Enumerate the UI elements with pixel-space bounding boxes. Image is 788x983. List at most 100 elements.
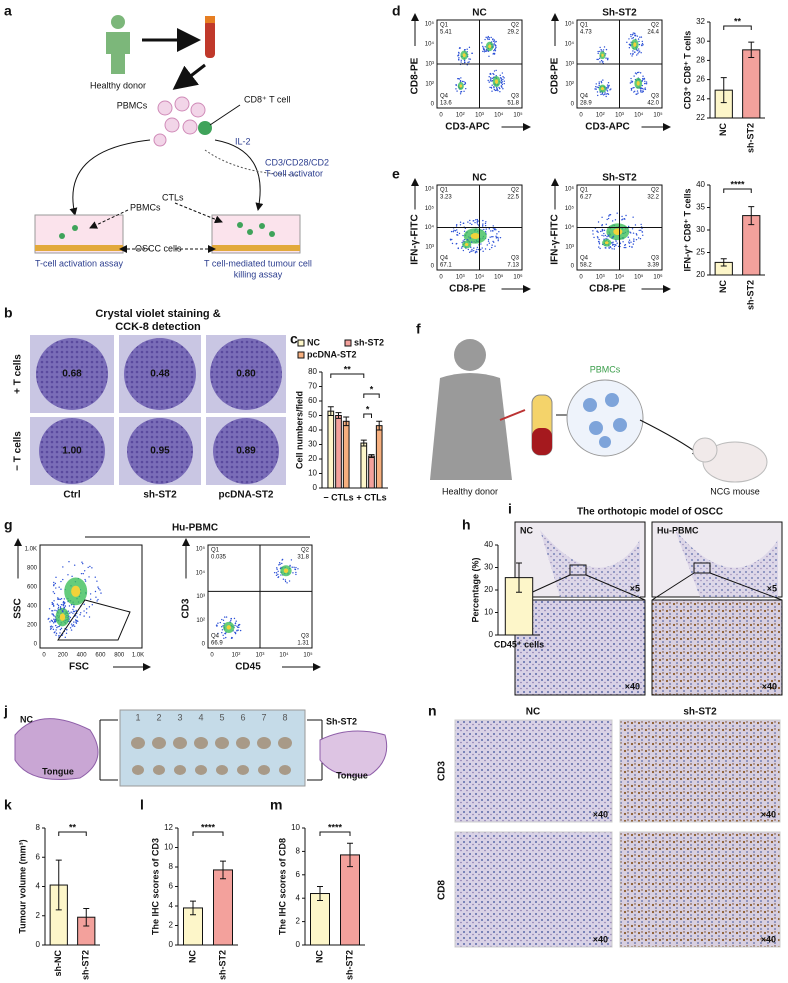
event-dot (89, 565, 91, 568)
density-peak (494, 79, 499, 84)
y-tick-label: 200 (27, 623, 38, 629)
y-tick-label: 0 (489, 630, 494, 639)
event-dot (68, 605, 71, 607)
error-bar (220, 860, 226, 880)
event-dot (600, 230, 602, 233)
event-dot (460, 77, 462, 79)
event-dot (73, 621, 75, 623)
event-dot (57, 606, 60, 609)
event-dot (602, 79, 604, 81)
event-dot (602, 49, 605, 51)
event-dot (288, 580, 291, 582)
event-dot (465, 87, 467, 90)
event-dot (73, 564, 76, 566)
x-tick-label: sh-ST2 (746, 280, 756, 310)
event-dot (491, 90, 493, 92)
event-dot (607, 87, 610, 89)
event-dot (463, 59, 466, 62)
event-dot (494, 45, 497, 47)
event-dot (632, 243, 634, 245)
event-dot (457, 54, 460, 57)
event-dot (75, 620, 78, 622)
event-dot (598, 82, 600, 85)
event-dot (62, 578, 64, 581)
x-axis-label: CD3-APC (585, 122, 629, 133)
y-tick-label: 400 (27, 604, 38, 610)
event-dot (63, 608, 65, 610)
quadrant-name: Q1 (580, 188, 589, 194)
event-dot (624, 244, 626, 247)
x-tick-label: 10² (232, 653, 241, 659)
event-dot (488, 242, 491, 244)
error-bar (335, 412, 342, 419)
event-dot (284, 579, 287, 581)
label: 3 (177, 712, 182, 722)
event-dot (72, 612, 74, 614)
event-dot (77, 620, 79, 623)
event-dot (606, 235, 608, 238)
event-dot (55, 624, 57, 627)
event-dot (631, 228, 634, 230)
x-tick-label: 10³ (456, 275, 465, 281)
event-dot (483, 51, 486, 53)
y-tick-label: 10³ (425, 62, 434, 68)
x-tick-label: 1.0K (132, 653, 144, 659)
event-dot (53, 581, 55, 584)
event-dot (624, 218, 626, 220)
event-dot (628, 47, 631, 49)
event-dot (471, 250, 473, 252)
event-dot (221, 618, 223, 621)
event-dot (490, 80, 492, 82)
y-tick-label: 24 (696, 94, 705, 103)
event-dot (482, 50, 484, 53)
x-tick-label: 10³ (615, 113, 624, 119)
label: sh-ST2 (683, 707, 717, 718)
event-dot (456, 229, 458, 231)
event-dot (488, 55, 490, 58)
event-dot (613, 243, 615, 246)
event-dot (601, 61, 604, 63)
event-dot (638, 40, 640, 43)
event-dot (466, 48, 468, 50)
event-dot (606, 90, 609, 92)
x-tick-label: 10² (596, 113, 605, 119)
event-dot (502, 78, 504, 81)
event-dot (600, 59, 603, 62)
quadrant-name: Q3 (511, 256, 520, 262)
panel-letter: f (416, 321, 421, 337)
event-dot (476, 218, 478, 221)
event-dot (596, 236, 599, 238)
y-axis-label: CD8-PE (550, 57, 561, 94)
event-dot (637, 38, 640, 40)
event-dot (85, 612, 88, 614)
y-tick-label: 0 (571, 264, 575, 270)
event-dot (68, 615, 70, 618)
event-dot (67, 574, 69, 576)
event-dot (233, 617, 236, 620)
significance-bracket (363, 393, 380, 398)
event-dot (295, 571, 297, 574)
y-tick-label: 10⁶ (565, 186, 575, 193)
event-dot (463, 90, 465, 93)
event-dot (273, 571, 276, 574)
x-tick-label: 10³ (475, 113, 484, 119)
event-dot (475, 219, 477, 221)
event-dot (641, 40, 643, 43)
event-dot (450, 230, 453, 233)
label: Tongue (42, 766, 74, 776)
significance-bracket (723, 188, 752, 193)
event-dot (295, 573, 297, 576)
bar (340, 854, 360, 946)
event-dot (645, 83, 648, 85)
event-dot (281, 559, 283, 561)
event-dot (235, 620, 237, 622)
event-dot (597, 240, 600, 243)
event-dot (644, 88, 647, 91)
event-dot (628, 43, 631, 46)
event-dot (630, 80, 632, 82)
label: NC (20, 714, 33, 724)
quadrant-value: 3.23 (440, 195, 452, 201)
event-dot (237, 629, 239, 631)
label: sh-ST2 (143, 490, 177, 501)
